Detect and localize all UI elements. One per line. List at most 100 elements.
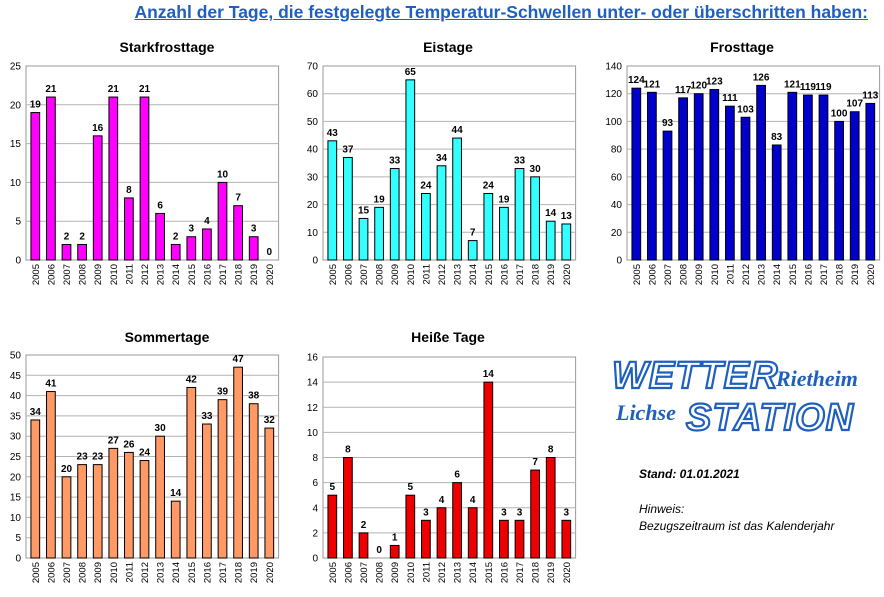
x-tick-label: 2014 [772, 264, 783, 285]
data-label: 33 [389, 156, 401, 167]
data-label: 14 [483, 369, 495, 380]
data-label: 27 [108, 435, 120, 446]
x-tick-label: 2019 [249, 264, 260, 285]
bar [561, 223, 572, 261]
bar [46, 391, 56, 559]
x-tick-label: 2009 [694, 264, 705, 285]
chart-title-sommertage: Sommertage [124, 329, 210, 345]
wetterstation-logo: WETTER Rietheim Lichse STATION [608, 354, 870, 440]
x-tick-label: 2016 [803, 264, 814, 285]
x-tick-label: 2008 [78, 562, 89, 583]
data-label: 2 [173, 231, 179, 242]
bar [358, 532, 369, 559]
data-label: 2 [79, 231, 85, 242]
chart-title-frosttage: Frosttage [710, 39, 774, 55]
y-tick-label: 70 [307, 62, 319, 73]
data-label: 44 [452, 125, 464, 136]
bar [436, 507, 447, 559]
bar [61, 243, 72, 261]
y-tick-label: 6 [312, 478, 318, 489]
data-label: 26 [123, 439, 135, 450]
y-tick-label: 14 [307, 378, 319, 389]
y-tick-label: 10 [10, 513, 22, 524]
y-tick-label: 15 [10, 493, 22, 504]
data-label: 4 [439, 495, 445, 506]
y-tick-label: 40 [10, 391, 22, 402]
y-tick-label: 40 [307, 145, 319, 156]
bar [818, 94, 829, 261]
bar [389, 168, 400, 261]
x-tick-label: 2005 [632, 264, 643, 285]
bar [327, 140, 338, 261]
bar [756, 84, 766, 261]
data-label: 124 [628, 75, 645, 86]
bar [202, 228, 212, 261]
bar [124, 451, 134, 559]
data-label: 126 [753, 72, 770, 83]
y-tick-label: 50 [10, 351, 22, 362]
hinweis-text: Bezugszeitraum ist das Kalenderjahr [639, 519, 835, 533]
x-tick-label: 2013 [453, 264, 464, 285]
y-tick-label: 60 [611, 172, 623, 183]
data-label: 24 [483, 180, 495, 191]
y-tick-label: 20 [10, 100, 22, 111]
bar [803, 94, 813, 261]
data-label: 15 [358, 205, 370, 216]
data-label: 121 [644, 79, 661, 90]
y-tick-label: 15 [10, 139, 22, 150]
x-tick-label: 2012 [741, 264, 752, 285]
bar [108, 447, 119, 559]
bar [545, 457, 556, 559]
y-tick-label: 100 [605, 117, 622, 128]
x-tick-label: 2018 [234, 562, 245, 583]
data-label: 3 [564, 507, 570, 518]
x-tick-label: 2007 [359, 264, 370, 285]
data-label: 111 [722, 93, 738, 104]
data-label: 103 [737, 104, 754, 115]
data-label: 6 [454, 470, 460, 481]
data-label: 3 [423, 507, 429, 518]
data-label: 30 [530, 164, 542, 175]
data-label: 5 [408, 482, 414, 493]
y-tick-label: 40 [611, 200, 623, 211]
data-label: 47 [233, 354, 245, 365]
x-tick-label: 2008 [78, 264, 89, 285]
bar [678, 97, 688, 261]
y-tick-label: 30 [10, 432, 22, 443]
x-tick-label: 2013 [453, 562, 464, 583]
data-label: 14 [545, 208, 557, 219]
data-label: 37 [342, 144, 354, 155]
bar [561, 519, 572, 559]
data-label: 19 [30, 100, 42, 111]
x-tick-label: 2011 [421, 562, 432, 582]
data-label: 42 [186, 374, 198, 385]
bar [631, 87, 642, 261]
y-tick-label: 0 [312, 256, 318, 267]
data-label: 14 [170, 488, 182, 499]
y-tick-label: 4 [312, 503, 318, 514]
x-tick-label: 2009 [390, 562, 401, 583]
bar [530, 176, 540, 261]
y-tick-label: 0 [15, 554, 21, 565]
bar [452, 482, 462, 559]
bar [647, 91, 657, 261]
data-label: 1 [392, 532, 398, 543]
bar [467, 240, 478, 261]
bar [327, 494, 338, 559]
bar [343, 156, 353, 261]
data-label: 107 [846, 99, 863, 110]
bar [421, 192, 431, 261]
data-label: 120 [690, 81, 707, 92]
data-label: 7 [470, 228, 476, 239]
y-tick-label: 20 [611, 228, 623, 239]
x-tick-label: 2018 [531, 264, 542, 285]
bar [693, 93, 704, 261]
x-tick-label: 2019 [546, 562, 557, 583]
data-label: 0 [267, 247, 273, 258]
data-label: 100 [831, 108, 848, 119]
data-label: 2 [361, 520, 367, 531]
data-label: 119 [800, 82, 817, 93]
data-label: 21 [45, 84, 57, 95]
x-tick-label: 2011 [421, 264, 432, 284]
x-tick-label: 2007 [62, 264, 73, 285]
